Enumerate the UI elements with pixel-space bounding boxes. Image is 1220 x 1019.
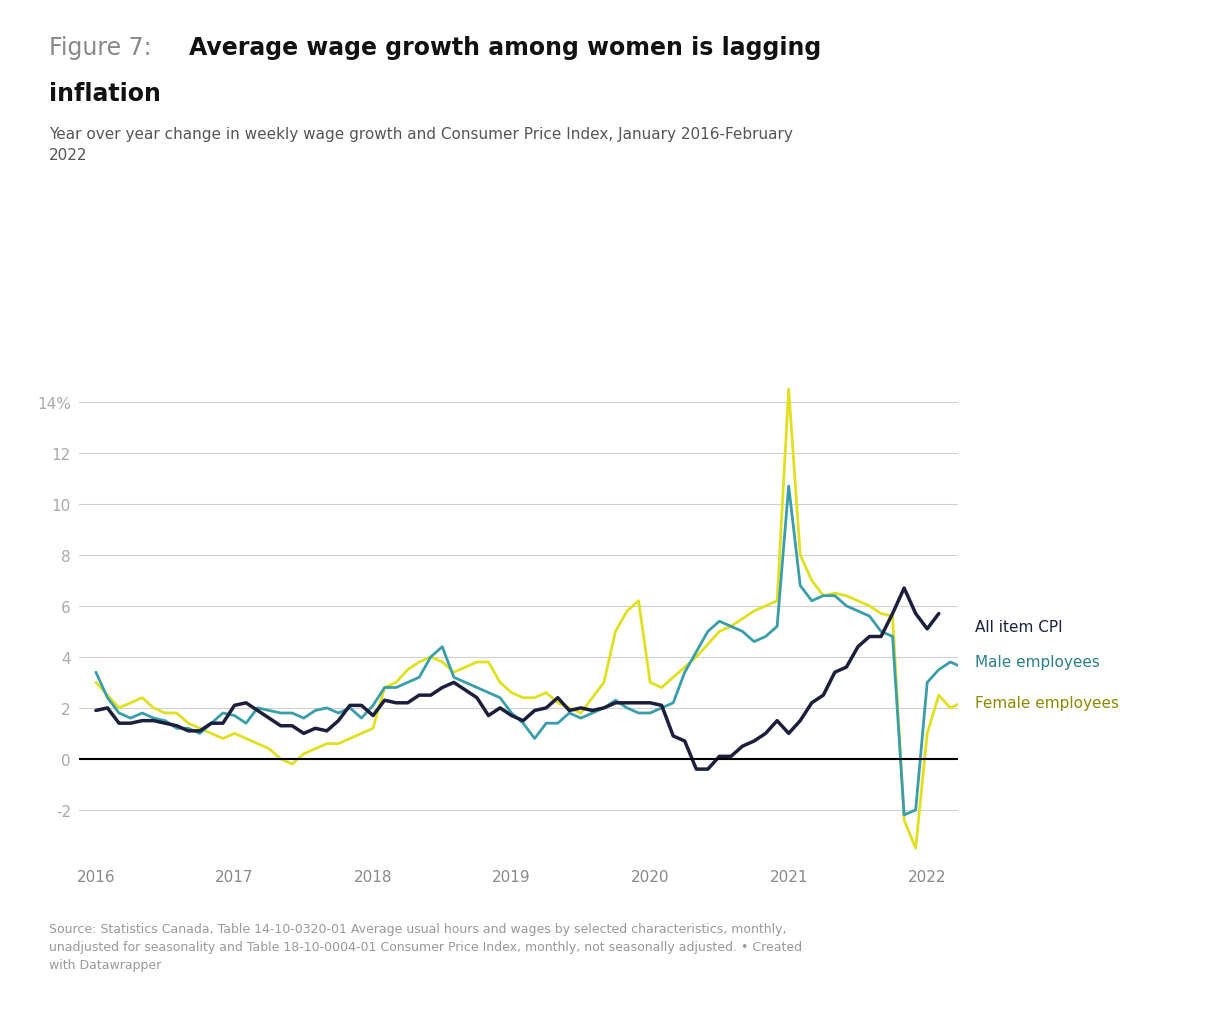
Text: Source: Statistics Canada, Table 14-10-0320-01 Average usual hours and wages by : Source: Statistics Canada, Table 14-10-0…: [49, 922, 802, 971]
Text: Male employees: Male employees: [975, 655, 1100, 669]
Text: All item CPI: All item CPI: [975, 620, 1063, 634]
Text: inflation: inflation: [49, 82, 161, 106]
Text: Average wage growth among women is lagging: Average wage growth among women is laggi…: [189, 36, 821, 60]
Text: Figure 7:: Figure 7:: [49, 36, 159, 60]
Text: Female employees: Female employees: [975, 696, 1119, 710]
Text: Year over year change in weekly wage growth and Consumer Price Index, January 20: Year over year change in weekly wage gro…: [49, 127, 793, 163]
